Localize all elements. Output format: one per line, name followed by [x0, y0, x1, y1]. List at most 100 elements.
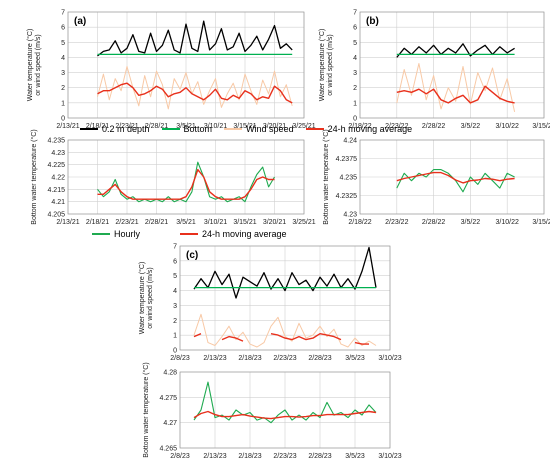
- y-tick-label: 6: [173, 258, 177, 265]
- x-tick-label: 3/15/21: [233, 123, 256, 130]
- plot-frame: [179, 245, 391, 351]
- x-tick-label: 2/23/22: [385, 219, 408, 226]
- y-tick-label: 4: [173, 288, 177, 295]
- y-tick-label: 4.275: [159, 395, 177, 402]
- legend-label-moving-average-bottom: 24-h moving average: [202, 229, 287, 239]
- chart-c-bottom: 2/8/23 2/13/23 2/18/23 2/23/23 2/28/23 3/5/23…: [142, 362, 402, 460]
- series-line-surface: [193, 246, 377, 299]
- x-tick-label: 3/15/22: [532, 219, 550, 226]
- series-line-wind: [396, 63, 516, 113]
- plot-frame: [67, 139, 305, 215]
- x-tick-label: 3/10/23: [378, 355, 401, 362]
- y-tick-label: 4.21: [51, 199, 65, 206]
- x-tick-label: 3/5/22: [461, 123, 481, 130]
- y-tick-label: 0: [61, 116, 65, 123]
- x-tick-label: 3/10/21: [204, 219, 227, 226]
- y-tick-label: 2: [353, 85, 357, 92]
- x-tick-label: 2/28/21: [145, 219, 168, 226]
- x-tick-label: 3/25/21: [292, 123, 315, 130]
- y-axis-title: Water temperature (°C): [138, 262, 146, 335]
- series-line-surface: [97, 20, 293, 57]
- panel-label: (b): [366, 16, 379, 27]
- chart-a-top: 2/13/21 2/18/21 2/23/21 2/28/21 3/5/21 3/10/2…: [26, 10, 316, 131]
- legend-swatch-moving-average-bottom: [180, 233, 199, 235]
- x-tick-label: 2/8/23: [170, 453, 190, 460]
- y-tick-label: 1: [61, 100, 65, 107]
- x-tick-label: 2/13/23: [203, 355, 226, 362]
- x-tick-label: 2/23/22: [385, 123, 408, 130]
- y-tick-label: 3: [353, 70, 357, 77]
- x-tick-label: 3/25/21: [292, 219, 315, 226]
- series-line-moving-average: [396, 85, 515, 104]
- legend-bottom: Hourly 24-h moving average: [92, 229, 299, 239]
- panel-label: (a): [74, 16, 86, 27]
- legend-item-moving-average: 24-h moving average: [305, 124, 413, 134]
- y-tick-label: 4.22: [51, 175, 65, 182]
- y-tick-label: 6: [61, 25, 65, 32]
- x-tick-label: 3/10/21: [204, 123, 227, 130]
- y-axis-title: Water temperature (°C): [318, 29, 326, 102]
- x-tick-label: 2/13/21: [56, 123, 79, 130]
- x-tick-label: 3/10/22: [496, 219, 519, 226]
- x-tick-label: 2/23/21: [115, 123, 138, 130]
- y-tick-label: 5: [61, 40, 65, 47]
- series-line-moving-average: [97, 82, 293, 104]
- series-line-moving-average: [396, 171, 515, 184]
- y-tick-label: 1: [353, 100, 357, 107]
- legend-swatch-moving-average: [305, 128, 324, 130]
- x-tick-label: 3/5/21: [176, 123, 196, 130]
- x-tick-label: 3/15/22: [532, 123, 550, 130]
- legend-item-moving-average-bottom: 24-h moving average: [180, 229, 287, 239]
- x-tick-label: 3/5/22: [461, 219, 481, 226]
- legend-label-surface: 0.2 m depth: [102, 124, 150, 134]
- legend-item-surface: 0.2 m depth: [80, 124, 150, 134]
- series-line-moving-average: [193, 410, 377, 420]
- legend-item-hourly: Hourly: [92, 229, 140, 239]
- plot-frame: [179, 371, 391, 449]
- plot-frame: [67, 11, 305, 119]
- x-tick-label: 3/5/23: [345, 453, 365, 460]
- y-axis-title: Bottom water temperature (°C): [30, 129, 38, 224]
- legend-label-wind: Wind speed: [246, 124, 294, 134]
- x-tick-label: 2/18/22: [348, 219, 371, 226]
- x-tick-label: 3/15/21: [233, 219, 256, 226]
- x-tick-label: 2/18/22: [348, 123, 371, 130]
- x-tick-label: 2/28/21: [145, 123, 168, 130]
- y-tick-label: 4.24: [343, 138, 357, 145]
- y-tick-label: 7: [173, 244, 177, 251]
- y-tick-label: 5: [173, 273, 177, 280]
- y-tick-label: 4.235: [339, 175, 357, 182]
- plot-frame: [359, 139, 545, 215]
- legend-swatch-surface: [80, 128, 98, 130]
- y-tick-label: 4.2375: [336, 156, 358, 163]
- y-tick-label: 1: [173, 333, 177, 340]
- chart-b-top: 2/18/22 2/23/22 2/28/22 3/5/22 3/10/22 3/15/2…: [318, 10, 550, 131]
- y-tick-label: 4.23: [343, 212, 357, 219]
- x-tick-label: 2/8/23: [170, 355, 190, 362]
- x-tick-label: 2/13/21: [56, 219, 79, 226]
- y-tick-label: 4.215: [47, 187, 65, 194]
- x-tick-label: 2/23/21: [115, 219, 138, 226]
- y-axis-title: Bottom water temperature (°C): [322, 129, 330, 224]
- series-line-moving-average: [97, 168, 275, 200]
- y-tick-label: 3: [173, 303, 177, 310]
- series-line-wind: [97, 66, 293, 110]
- y-tick-label: 4.205: [47, 212, 65, 219]
- panel-label: (c): [186, 250, 198, 261]
- y-axis-title: Water temperature (°C): [26, 29, 34, 102]
- legend-item-wind: Wind speed: [224, 124, 294, 134]
- series-line-hourly: [97, 161, 275, 203]
- chart-b-bottom: 2/18/22 2/23/22 2/28/22 3/5/22 3/10/22 3/15/2…: [322, 129, 550, 226]
- y-tick-label: 4.27: [163, 420, 177, 427]
- legend-top: 0.2 m depth Bottom Wind speed 24-h movin…: [80, 124, 424, 134]
- y-axis-title: or wind speed (m/s): [327, 34, 334, 95]
- legend-label-moving-average: 24-h moving average: [327, 124, 413, 134]
- y-tick-label: 2: [173, 318, 177, 325]
- y-tick-label: 4.265: [159, 446, 177, 453]
- x-tick-label: 3/10/23: [378, 453, 401, 460]
- y-tick-label: 4: [353, 55, 357, 62]
- y-tick-label: 4.23: [51, 150, 65, 157]
- legend-item-bottom: Bottom: [161, 124, 212, 134]
- x-tick-label: 3/5/23: [345, 355, 365, 362]
- y-tick-label: 4.28: [163, 370, 177, 377]
